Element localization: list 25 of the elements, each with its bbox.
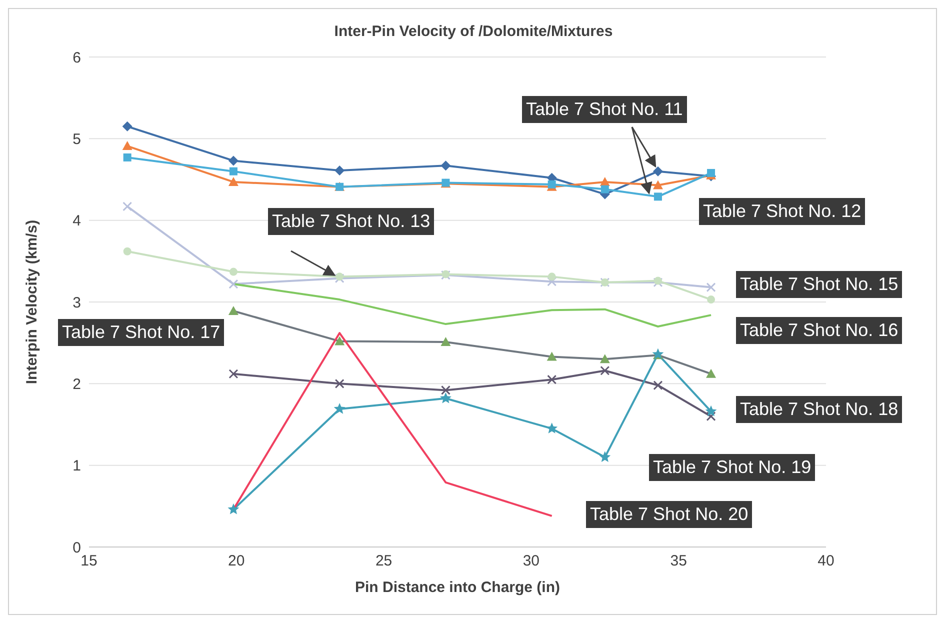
annotation: Table 7 Shot No. 11 xyxy=(522,96,687,123)
y-tick-label: 0 xyxy=(72,539,81,556)
x-tick-label: 40 xyxy=(818,552,834,570)
x-tick-label: 20 xyxy=(228,552,245,570)
annotation: Table 7 Shot No. 20 xyxy=(586,501,752,528)
y-tick-label: 6 xyxy=(72,49,81,66)
annotation: Table 7 Shot No. 17 xyxy=(58,319,224,346)
annotation: Table 7 Shot No. 13 xyxy=(268,208,434,235)
y-tick-label: 3 xyxy=(72,294,81,312)
y-axis-title: Interpin Velocity (km/s) xyxy=(23,220,40,384)
x-tick-label: 35 xyxy=(670,552,687,570)
y-tick-label: 5 xyxy=(72,130,81,148)
y-tick-label: 1 xyxy=(72,458,81,475)
x-tick-label: 25 xyxy=(375,552,392,570)
annotation: Table 7 Shot No. 19 xyxy=(649,454,816,481)
x-axis-title: Pin Distance into Charge (in) xyxy=(354,579,560,596)
x-tick-label: 15 xyxy=(80,552,98,570)
annotation: Table 7 Shot No. 12 xyxy=(699,198,866,225)
y-tick-label: 2 xyxy=(72,376,81,393)
annotation: Table 7 Shot No. 15 xyxy=(736,271,902,298)
x-tick-label: 30 xyxy=(522,552,540,570)
annotation: Table 7 Shot No. 16 xyxy=(736,317,902,344)
chart-title: Inter-Pin Velocity of /Dolomite/Mixtures xyxy=(333,23,614,40)
y-tick-label: 4 xyxy=(72,212,81,230)
annotation: Table 7 Shot No. 18 xyxy=(736,396,902,423)
